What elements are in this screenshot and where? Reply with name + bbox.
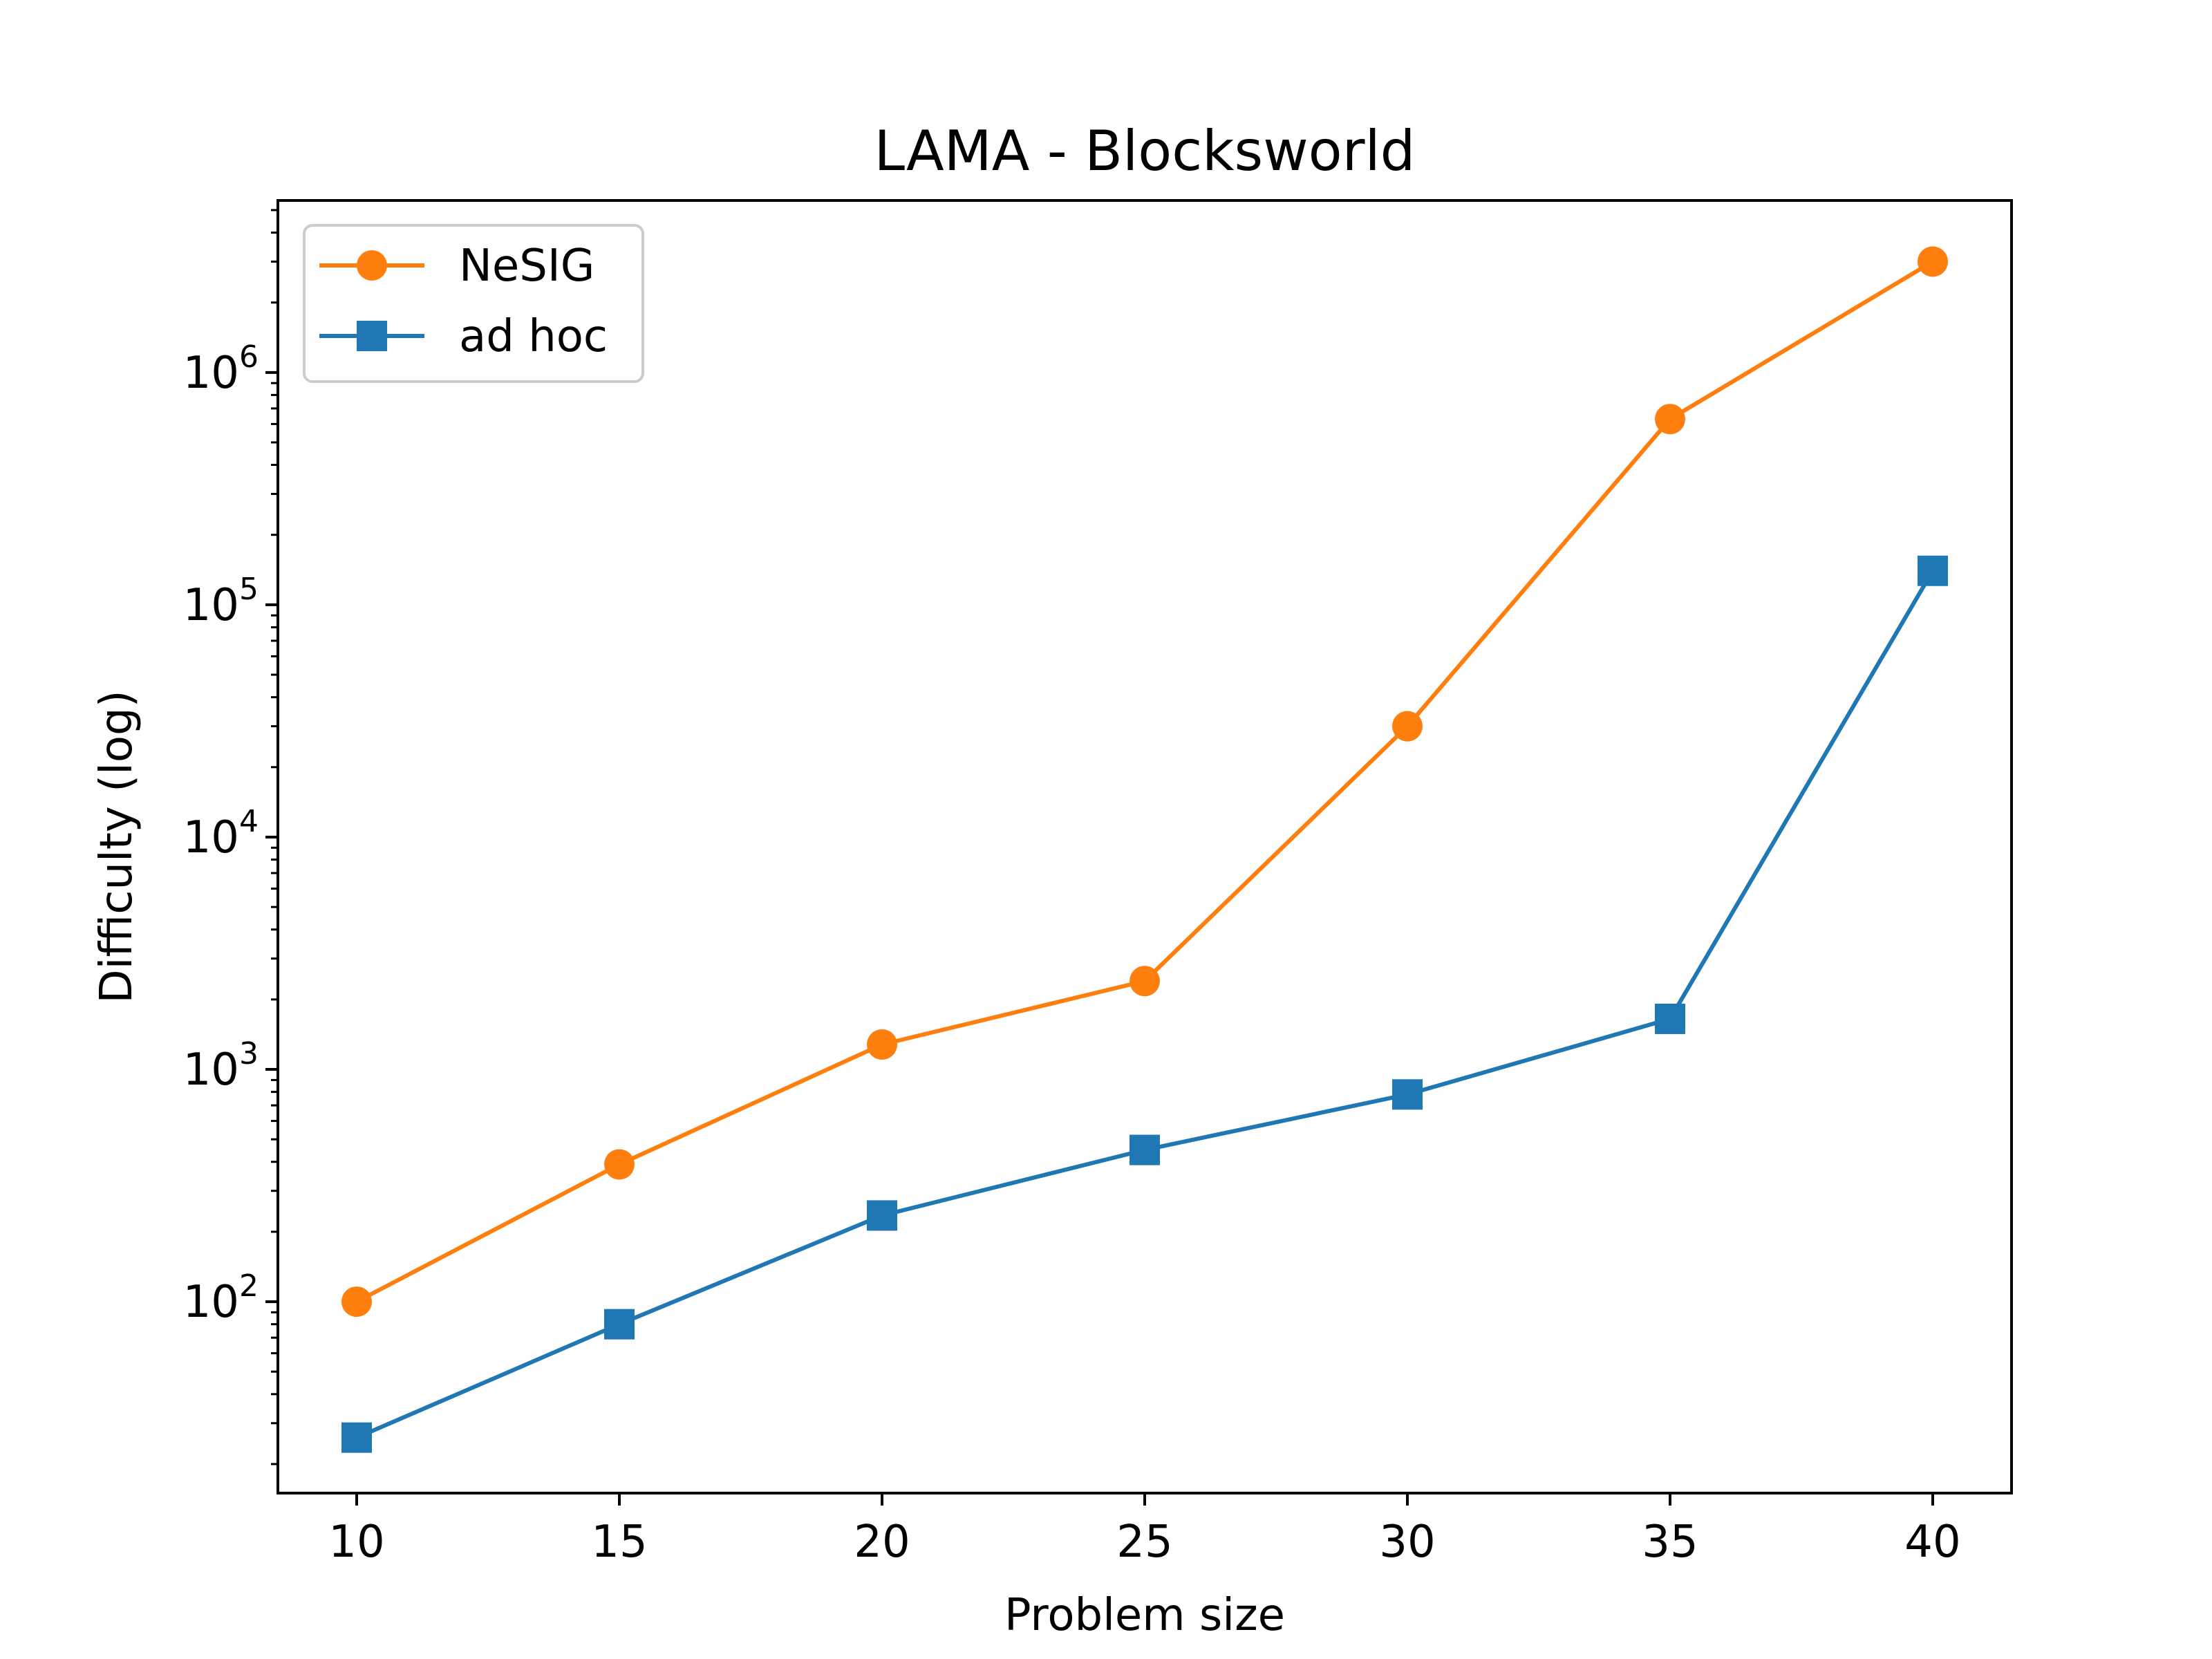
data-point-ad-hoc (341, 1422, 372, 1453)
x-axis: 10 15 20 25 30 35 40 (328, 1493, 1961, 1568)
plot-area (341, 246, 1948, 1453)
x-tick-label: 40 (1904, 1517, 1960, 1568)
legend-label-ad-hoc: ad hoc (459, 311, 608, 362)
chart-title: LAMA - Blocksworld (874, 119, 1416, 183)
legend-item-ad-hoc: ad hoc (319, 311, 608, 362)
x-tick-label: 15 (591, 1517, 647, 1568)
data-point-ad-hoc (1392, 1079, 1423, 1110)
data-point-ad-hoc (1130, 1134, 1160, 1165)
series-ad-hoc (341, 555, 1948, 1453)
x-axis-label: Problem size (1004, 1590, 1285, 1641)
data-point-ad-hoc (1918, 555, 1948, 586)
x-tick-label: 10 (328, 1517, 384, 1568)
legend-label-nesig: NeSIG (459, 241, 594, 292)
data-point-nesig (1392, 711, 1423, 742)
y-tick-label: 104 (183, 804, 259, 863)
x-tick-label: 25 (1116, 1517, 1172, 1568)
x-tick-label: 35 (1642, 1517, 1698, 1568)
data-point-nesig (1130, 966, 1160, 997)
data-point-ad-hoc (604, 1309, 635, 1340)
legend-marker-nesig (357, 250, 387, 281)
x-tick-label: 20 (854, 1517, 910, 1568)
y-tick-label: 106 (183, 339, 259, 399)
data-point-ad-hoc (1655, 1003, 1685, 1034)
y-tick-label: 105 (183, 572, 259, 631)
series-nesig (341, 246, 1948, 1318)
y-tick-label: 102 (183, 1268, 259, 1328)
data-point-nesig (341, 1286, 372, 1318)
legend-marker-ad-hoc (357, 321, 387, 351)
legend-item-nesig: NeSIG (319, 241, 594, 292)
data-point-nesig (867, 1029, 897, 1060)
data-point-nesig (604, 1149, 635, 1180)
y-axis: 102 103 104 105 106 (183, 209, 278, 1465)
y-axis-label: Difficulty (log) (91, 690, 142, 1003)
data-point-ad-hoc (867, 1200, 897, 1231)
data-point-nesig (1655, 404, 1685, 435)
data-point-nesig (1918, 246, 1948, 277)
y-tick-label: 103 (183, 1036, 259, 1096)
x-tick-label: 30 (1379, 1517, 1435, 1568)
legend: NeSIG ad hoc (303, 224, 644, 383)
